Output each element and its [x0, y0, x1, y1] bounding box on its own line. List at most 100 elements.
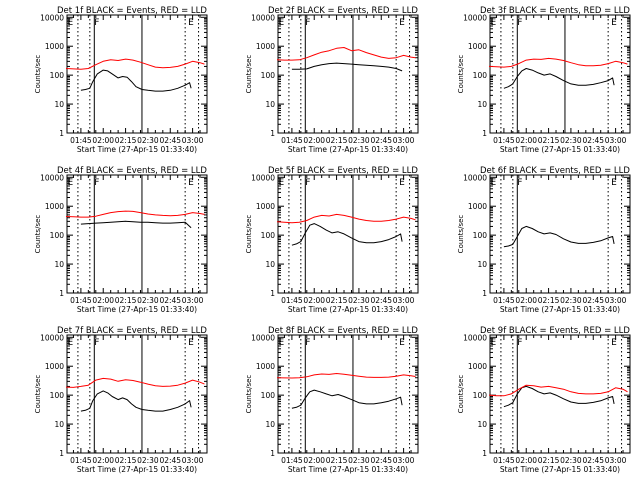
x-tick-label: 02:45 [159, 136, 181, 145]
x-tick-label: 02:00 [515, 296, 537, 305]
panel-title: Det 5f BLACK = Events, RED = LLD [268, 166, 418, 176]
x-tick-label: 02:45 [582, 456, 604, 465]
marker-label: F [517, 18, 522, 28]
marker-label: E [278, 178, 284, 188]
y-axis-label: Counts/sec [34, 215, 42, 254]
y-tick-label: 1000 [256, 42, 275, 51]
x-tick-label: 02:45 [582, 136, 604, 145]
series-lld-line [276, 213, 416, 224]
panel-title: Det 7f BLACK = Events, RED = LLD [57, 326, 207, 336]
x-tick-label: 02:15 [115, 296, 137, 305]
x-tick-label: 02:15 [538, 456, 560, 465]
y-tick-label: 10 [54, 100, 64, 109]
x-tick-label: 03:00 [605, 456, 627, 465]
y-axis-label: Counts/sec [245, 375, 253, 414]
x-axis-label: Start Time (27-Apr-15 01:33:40) [500, 145, 620, 154]
panel-title: Det 6f BLACK = Events, RED = LLD [480, 166, 630, 176]
y-tick-label: 1 [270, 449, 275, 458]
panel-det-5: Det 5f BLACK = Events, RED = LLD 1 10 100 10… [245, 166, 419, 314]
series-events-line [291, 389, 403, 409]
marker-label: F [305, 18, 310, 28]
y-tick-label: 10 [265, 260, 275, 269]
y-tick-label: 10 [477, 420, 487, 429]
x-axis-label: Start Time (27-Apr-15 01:33:40) [500, 305, 620, 314]
series-events-line [503, 385, 615, 408]
marker-label: F [94, 18, 99, 28]
panel-det-7: Det 7f BLACK = Events, RED = LLD 1 10 100 10… [34, 326, 208, 474]
y-tick-label: 1 [59, 129, 64, 138]
series-lld-line [65, 377, 205, 388]
marker-label: E [67, 178, 73, 188]
x-tick-label: 02:00 [303, 136, 325, 145]
y-tick-label: 10000 [251, 13, 275, 22]
x-tick-label: 02:30 [560, 456, 582, 465]
plot-frame [277, 14, 419, 134]
y-tick-label: 10 [265, 420, 275, 429]
x-tick-label: 02:30 [348, 456, 370, 465]
y-tick-label: 1000 [45, 362, 64, 371]
y-tick-label: 1 [270, 129, 275, 138]
y-tick-label: 10000 [251, 333, 275, 342]
panel-det-2: Det 2f BLACK = Events, RED = LLD 1 10 100 10… [245, 6, 419, 154]
y-axis-label: Counts/sec [34, 55, 42, 94]
y-tick-label: 1 [59, 449, 64, 458]
y-tick-label: 100 [50, 231, 65, 240]
panel-title: Det 1f BLACK = Events, RED = LLD [57, 6, 207, 16]
x-tick-label: 02:15 [538, 296, 560, 305]
x-tick-label: 01:45 [70, 136, 92, 145]
panel-title: Det 3f BLACK = Events, RED = LLD [480, 6, 630, 16]
marker-label: E [67, 18, 73, 28]
x-tick-label: 02:45 [159, 296, 181, 305]
plot-frame [66, 174, 208, 294]
marker-label: E [67, 338, 73, 348]
series-events-line [80, 390, 192, 412]
marker-label: E [490, 18, 496, 28]
plot-frame [66, 334, 208, 454]
x-tick-label: 02:00 [515, 456, 537, 465]
series-events-line [291, 62, 403, 72]
y-tick-label: 1 [270, 289, 275, 298]
x-tick-label: 02:30 [560, 296, 582, 305]
x-tick-label: 01:45 [281, 136, 303, 145]
y-tick-label: 100 [50, 71, 65, 80]
x-axis-label: Start Time (27-Apr-15 01:33:40) [77, 145, 197, 154]
x-tick-label: 02:45 [159, 456, 181, 465]
x-axis-label: Start Time (27-Apr-15 01:33:40) [77, 305, 197, 314]
y-tick-label: 10 [54, 260, 64, 269]
y-tick-label: 10 [265, 100, 275, 109]
x-tick-label: 01:45 [493, 136, 515, 145]
plot-frame [277, 174, 419, 294]
panel-det-8: Det 8f BLACK = Events, RED = LLD 1 10 100 10… [245, 326, 419, 474]
marker-label: E [188, 338, 194, 348]
y-tick-label: 10000 [40, 13, 64, 22]
marker-label: E [188, 178, 194, 188]
y-tick-label: 10 [477, 260, 487, 269]
panel-det-3: Det 3f BLACK = Events, RED = LLD 1 10 100 10… [457, 6, 631, 154]
marker-label: E [399, 338, 405, 348]
y-axis-label: Counts/sec [245, 55, 253, 94]
plot-frame [489, 14, 631, 134]
series-events-line [80, 220, 192, 229]
series-events-line [503, 68, 615, 89]
x-axis-label: Start Time (27-Apr-15 01:33:40) [288, 145, 408, 154]
y-tick-label: 1 [482, 449, 487, 458]
y-tick-label: 100 [473, 231, 488, 240]
x-axis-label: Start Time (27-Apr-15 01:33:40) [288, 465, 408, 474]
y-tick-label: 1000 [468, 42, 487, 51]
x-tick-label: 02:45 [370, 136, 392, 145]
y-tick-label: 10000 [463, 333, 487, 342]
x-tick-label: 03:00 [182, 136, 204, 145]
marker-label: F [94, 178, 99, 188]
series-lld-line [65, 58, 205, 70]
x-tick-label: 03:00 [182, 296, 204, 305]
x-tick-label: 03:00 [393, 456, 415, 465]
x-tick-label: 02:45 [370, 296, 392, 305]
x-tick-label: 01:45 [493, 456, 515, 465]
x-tick-label: 02:30 [137, 296, 159, 305]
x-tick-label: 02:15 [115, 136, 137, 145]
marker-label: F [517, 338, 522, 348]
x-tick-label: 02:15 [538, 136, 560, 145]
x-axis-label: Start Time (27-Apr-15 01:33:40) [288, 305, 408, 314]
x-tick-label: 03:00 [393, 296, 415, 305]
x-tick-label: 03:00 [605, 296, 627, 305]
